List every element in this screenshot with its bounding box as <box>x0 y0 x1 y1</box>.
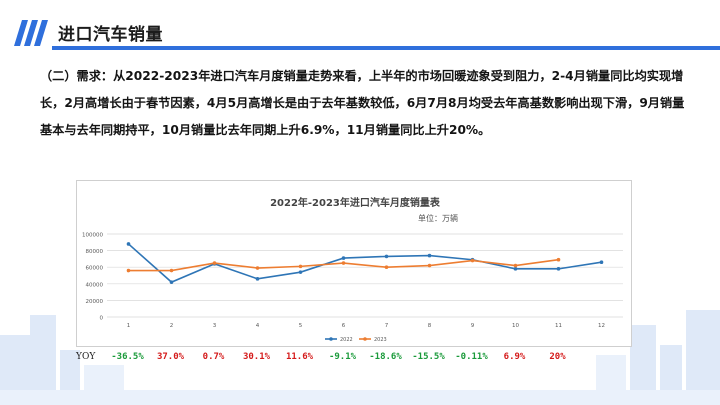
header-bar: 进口汽车销量 <box>0 0 720 52</box>
data-point-2022 <box>384 254 389 259</box>
data-point-2022 <box>298 270 303 274</box>
y-tick-label: 0 <box>100 316 104 322</box>
x-tick-label: 6 <box>342 323 346 329</box>
yoy-label: YOY <box>76 352 96 362</box>
data-point-2022 <box>169 280 174 284</box>
yoy-value: -15.5% <box>412 352 445 362</box>
x-tick-label: 8 <box>428 323 432 329</box>
legend-marker-2023 <box>363 337 367 341</box>
y-tick-label: 20000 <box>86 299 104 305</box>
data-point-2023 <box>298 264 303 269</box>
data-point-2023 <box>169 268 174 273</box>
data-point-2022 <box>341 256 346 260</box>
chart-title: 2022年-2023年进口汽车月度销量表 <box>270 198 440 209</box>
x-tick-label: 4 <box>256 323 260 329</box>
yoy-value: 6.9% <box>503 352 526 362</box>
data-point-2022 <box>427 253 432 258</box>
sales-chart: 100000 80000 60000 40000 20000 0 1 2 3 4 5 6 7 8 9 10 11… <box>76 180 632 347</box>
x-tick-label: 3 <box>213 323 217 329</box>
yoy-value: -9.1% <box>328 352 357 362</box>
y-tick-label: 40000 <box>86 282 104 288</box>
city-skyline-background <box>0 310 720 405</box>
x-tick-label: 11 <box>555 323 562 329</box>
data-point-2023 <box>255 266 260 270</box>
data-point-2022 <box>556 267 561 271</box>
data-point-2023 <box>556 257 561 262</box>
x-tick-label: 9 <box>471 323 475 329</box>
legend-label: 2023 <box>374 337 387 343</box>
data-point-2023 <box>384 265 389 269</box>
yoy-value: -36.5% <box>111 352 144 362</box>
yoy-value: 11.6% <box>285 352 314 362</box>
x-tick-label: 7 <box>385 323 389 329</box>
yoy-value: -0.11% <box>455 352 488 362</box>
data-point-2023 <box>341 261 346 265</box>
data-point-2023 <box>513 263 518 268</box>
data-point-2023 <box>212 261 217 265</box>
data-point-2022 <box>126 242 131 246</box>
x-tick-label: 2 <box>170 323 174 329</box>
demand-paragraph: （二）需求：从2022-2023年进口汽车月度销量走势来看，上半年的市场回暖迹象… <box>40 69 685 137</box>
data-point-2022 <box>255 277 260 281</box>
x-tick-label: 10 <box>512 323 519 329</box>
data-point-2023 <box>427 263 432 268</box>
yoy-value: 20% <box>549 352 566 362</box>
yoy-value: 0.7% <box>202 352 225 362</box>
yoy-value: 37.0% <box>156 352 185 362</box>
yoy-value: -18.6% <box>369 352 402 362</box>
y-tick-label: 60000 <box>86 266 104 272</box>
series-line-2022 <box>127 243 602 284</box>
data-point-2022 <box>599 260 604 265</box>
data-point-2023 <box>126 268 131 273</box>
y-tick-label: 100000 <box>82 233 103 239</box>
y-tick-label: 80000 <box>86 249 104 255</box>
yoy-value: 30.1% <box>242 352 271 362</box>
stripes-logo-icon <box>14 20 48 46</box>
data-point-2022 <box>513 267 518 271</box>
x-tick-label: 1 <box>127 323 131 329</box>
chart-unit-label: 单位：万辆 <box>418 214 458 223</box>
legend-marker-2022 <box>329 337 333 341</box>
page-title: 进口汽车销量 <box>58 25 163 45</box>
legend-label: 2022 <box>340 337 353 343</box>
data-point-2023 <box>470 258 475 263</box>
x-tick-label: 12 <box>598 323 605 329</box>
header-underline <box>52 46 720 50</box>
x-tick-label: 5 <box>299 323 303 329</box>
